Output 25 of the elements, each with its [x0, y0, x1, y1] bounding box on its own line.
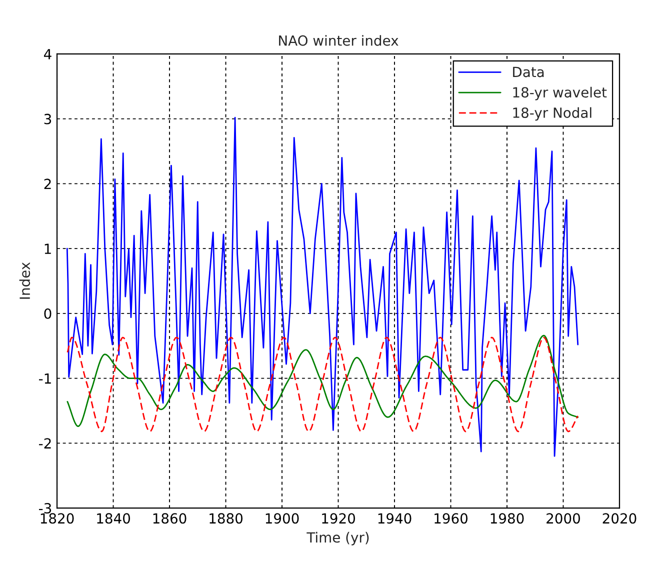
- legend-label: 18-yr Nodal: [513, 107, 592, 121]
- legend-label: Data: [513, 66, 544, 78]
- x-tick-label: 1960: [434, 513, 468, 524]
- x-tick-label: 1900: [266, 513, 299, 524]
- y-tick-label: 3: [44, 114, 52, 124]
- y-tick-label: -1: [38, 373, 51, 384]
- x-axis-title: Time (yr): [306, 532, 369, 546]
- legend-label: 18-yr wavelet: [513, 86, 607, 100]
- y-tick-label: 4: [44, 49, 52, 60]
- y-tick-label: -2: [38, 438, 51, 448]
- y-tick-label: -3: [38, 503, 52, 514]
- x-tick-label: 1880: [210, 513, 243, 524]
- y-tick-label: 2: [44, 178, 51, 189]
- x-tick-label: 1840: [97, 513, 130, 524]
- x-tick-label: 1980: [490, 513, 524, 524]
- x-tick-label: 1860: [153, 513, 186, 524]
- x-tick-label: 1820: [40, 513, 74, 524]
- y-tick-label: 1: [44, 244, 51, 254]
- x-tick-label: 2020: [602, 513, 636, 524]
- x-tick-label: 2000: [546, 513, 580, 524]
- x-tick-label: 1920: [322, 513, 356, 524]
- x-tick-label: 1940: [378, 513, 412, 524]
- chart-title: NAO winter index: [279, 35, 398, 46]
- y-axis-title: Index: [19, 262, 30, 299]
- y-tick-label: 0: [44, 308, 52, 319]
